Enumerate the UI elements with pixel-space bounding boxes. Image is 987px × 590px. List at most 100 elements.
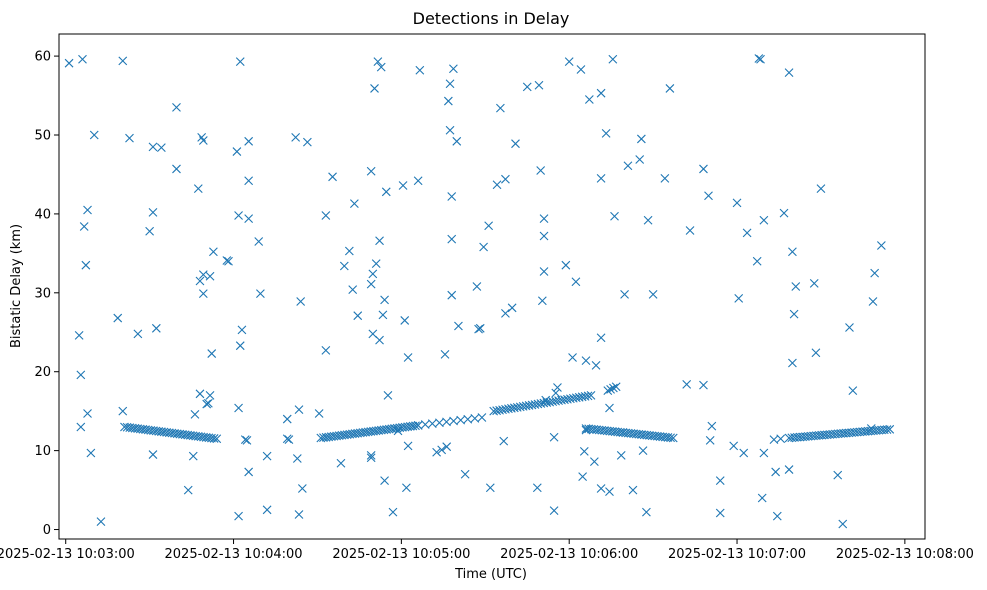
detection-point-273	[353, 311, 363, 321]
detection-point-248	[244, 467, 254, 477]
detection-point-352	[596, 88, 606, 98]
detection-point-35	[212, 434, 222, 444]
detection-point-280	[370, 84, 379, 93]
detection-point-303	[442, 442, 452, 452]
detection-point-234	[209, 247, 218, 257]
detection-point-378	[704, 191, 713, 201]
detection-point-208	[118, 406, 128, 416]
detection-point-401	[788, 247, 797, 257]
detection-point-189	[885, 424, 895, 434]
x-tick-label-4: 2025-02-13 10:07:00	[668, 547, 806, 562]
detection-point-332	[539, 267, 549, 276]
detection-point-250	[254, 237, 264, 246]
detection-point-320	[492, 180, 502, 190]
detection-point-313	[460, 469, 470, 479]
detection-point-363	[620, 290, 629, 299]
detection-point-83	[477, 413, 487, 422]
detection-point-232	[205, 271, 215, 281]
detection-point-233	[207, 349, 217, 358]
detection-point-371	[648, 290, 658, 299]
detection-point-34	[209, 434, 219, 443]
x-tick-label-5: 2025-02-13 10:08:00	[836, 547, 974, 562]
detection-point-246	[244, 214, 254, 224]
detection-point-217	[172, 102, 181, 112]
detection-point-398	[779, 208, 789, 218]
detection-point-220	[188, 451, 198, 461]
y-tick-label-0: 0	[43, 523, 51, 538]
detection-point-236	[224, 256, 233, 266]
detection-point-245	[244, 176, 254, 186]
detection-point-368	[638, 446, 648, 456]
detection-point-265	[321, 346, 331, 355]
detection-point-403	[789, 309, 799, 319]
detection-point-284	[375, 335, 384, 345]
detection-point-82	[470, 413, 480, 423]
detection-point-226	[198, 136, 208, 145]
detection-point-407	[816, 184, 826, 194]
detection-point-288	[381, 187, 391, 197]
detection-point-215	[151, 323, 161, 333]
detection-point-305	[445, 79, 455, 89]
x-tick-label-3: 2025-02-13 10:06:00	[500, 547, 638, 562]
detection-point-253	[262, 505, 272, 515]
detection-point-350	[589, 457, 599, 467]
detection-point-260	[294, 510, 304, 519]
detection-point-321	[496, 103, 505, 113]
detection-point-331	[537, 296, 547, 306]
detection-point-382	[715, 508, 725, 518]
detection-point-269	[339, 261, 349, 271]
detection-point-374	[682, 379, 692, 389]
scatter-markers	[64, 54, 895, 529]
detection-point-291	[388, 507, 398, 517]
detection-point-392	[759, 448, 769, 458]
detection-point-364	[623, 161, 633, 171]
detection-point-334	[539, 231, 549, 241]
detection-point-347	[581, 356, 591, 366]
detection-point-212	[148, 142, 158, 152]
detection-point-231	[205, 391, 215, 400]
detection-point-279	[366, 450, 376, 460]
detection-point-372	[660, 174, 670, 183]
detection-point-415	[866, 424, 876, 433]
detection-point-307	[447, 192, 457, 201]
detection-point-259	[294, 405, 304, 414]
detection-point-359	[608, 54, 618, 64]
detection-point-275	[366, 279, 376, 289]
detection-point-310	[449, 64, 458, 74]
detection-point-397	[776, 434, 786, 444]
detection-point-191	[606, 384, 615, 394]
detection-point-268	[336, 458, 346, 468]
detection-point-219	[183, 485, 193, 495]
detection-point-411	[848, 386, 858, 396]
detection-point-301	[437, 445, 447, 455]
detection-point-337	[549, 506, 559, 515]
y-tick-label-4: 40	[34, 207, 51, 222]
detection-point-229	[202, 399, 212, 409]
detection-point-365	[628, 485, 638, 495]
detection-point-281	[371, 259, 381, 269]
detection-point-221	[190, 409, 200, 419]
detection-point-357	[605, 403, 614, 413]
detection-point-243	[235, 57, 245, 67]
detection-point-224	[195, 389, 205, 399]
y-tick-label-2: 20	[34, 365, 51, 380]
detection-point-81	[463, 414, 473, 424]
detection-point-75	[420, 420, 430, 429]
detection-point-200	[79, 222, 89, 231]
detection-point-367	[636, 134, 646, 144]
detection-point-204	[86, 448, 96, 458]
detection-point-296	[403, 353, 413, 362]
detection-point-329	[534, 80, 544, 90]
detection-point-242	[237, 325, 247, 335]
detection-point-302	[440, 349, 450, 359]
detection-point-349	[584, 95, 594, 104]
detection-point-292	[393, 426, 403, 436]
detection-point-261	[296, 297, 306, 306]
detection-point-330	[536, 166, 546, 175]
detection-point-195	[78, 54, 87, 64]
detection-point-351	[591, 361, 601, 370]
detection-point-256	[284, 435, 294, 444]
x-axis: 2025-02-13 10:03:00 2025-02-13 10:04:00 20…	[0, 539, 974, 562]
detection-point-381	[715, 476, 725, 485]
